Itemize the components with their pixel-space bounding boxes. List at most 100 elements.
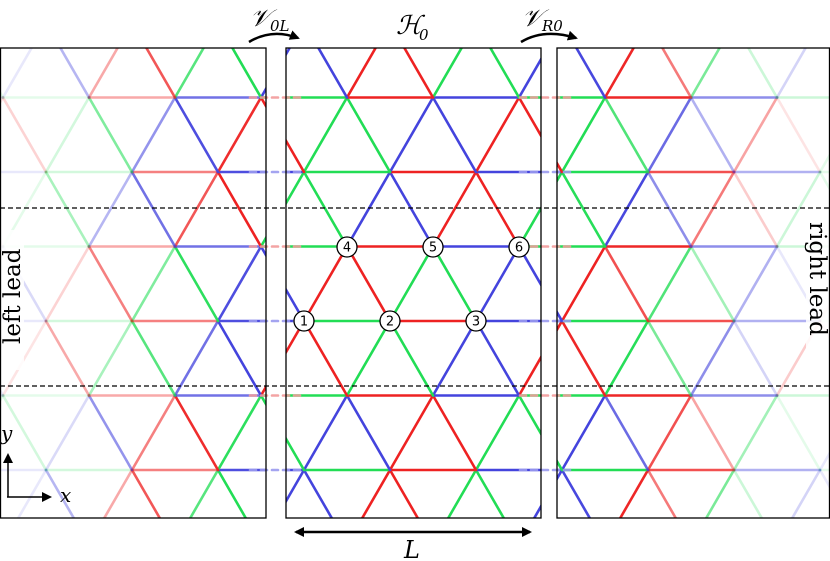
lattice-bond [474,245,521,323]
lattice-bond [646,245,693,323]
svg-text:R0: R0 [541,17,563,35]
site-6-label: 6 [515,241,523,256]
lattice-bond [431,48,464,99]
site-4-label: 4 [343,241,351,256]
lattice-bond [302,394,349,472]
lattice-bond [230,48,263,99]
lattice-bond [286,468,306,504]
lattice-bond [446,468,478,518]
lattice-bond [775,394,822,472]
left-lead-label: left lead [0,248,26,344]
lattice-bond [388,394,435,472]
lattice-bond [433,0,476,23]
lattice-bond [704,468,736,518]
site-3-label: 3 [472,315,480,330]
lattice-bond [574,48,607,99]
lattice-bond [746,48,779,99]
lattice-bond [44,468,76,518]
lattice-bond [360,468,392,518]
lattice-bond [732,468,764,518]
lattice-bond [1,319,48,397]
lattice-bond [818,170,830,192]
svg-text:ℋ: ℋ [396,11,426,41]
right-coupling-label: 𝒱 R0 [522,4,563,35]
lattice-bond [175,0,218,23]
lattice-bond [130,394,177,472]
lattice-bond [286,170,306,206]
lattice-bond [46,0,89,23]
lattice-bond [775,170,822,248]
lattice-bond [689,170,736,248]
lattice-bond [3,0,46,23]
left-lead-lattice [0,0,347,518]
lattice-bond [431,319,478,397]
site-5-marker [422,236,444,258]
lattice-bond [689,245,736,323]
lattice-bond [562,0,605,23]
length-label: L [403,536,420,561]
right-lead-lattice [433,0,830,518]
lattice-bond [476,0,519,23]
lattice-bond [216,319,263,397]
lattice-bond [0,0,3,23]
lattice-bond [87,245,134,323]
lattice-bond [87,319,134,397]
lattice-bond [302,468,334,518]
left-lead-frame [0,47,267,519]
lattice-bond [1,96,48,174]
lattice-bond [646,468,678,518]
lattice-bond [732,170,779,248]
lattice-bond [304,0,347,23]
lattice-bond [732,319,779,397]
lattice-bond [216,96,263,174]
lattice-bond [388,170,435,248]
lattice-bond [474,319,521,397]
site-5-label: 5 [429,241,437,256]
lattice-bond [431,394,478,472]
lattice-bond [402,48,435,99]
lattice-bond [646,394,693,472]
lattice-bond [216,394,263,472]
lattice-bond [388,245,435,323]
lattice-bond [130,468,162,518]
lattice-bond [605,0,648,23]
lattice-bond [560,245,607,323]
lattice-bond [474,96,521,174]
lattice-bond [790,468,822,518]
lattice-bond [431,170,478,248]
lattice-bond [646,170,693,248]
y-axis-label: y [0,421,13,445]
lattice-bond [173,245,220,323]
lattice-bond [689,96,736,174]
x-axis-label: x [60,483,71,507]
central-region-frame [285,47,542,519]
lattice-bond [562,0,605,23]
lattice-bond [660,48,693,99]
site-1-label: 1 [300,315,308,330]
lattice-bond [347,0,390,23]
lattice-bond [173,394,220,472]
lattice-bond [646,319,693,397]
lattice-bond [130,96,177,174]
left-coupling-arrow [248,30,300,44]
lattice-bond [286,436,306,472]
lattice-bond [488,48,521,99]
lattice-bond [560,170,607,248]
lattice-bond [144,48,177,99]
lattice-bond [818,468,830,490]
lattice-bond [476,0,519,23]
lattice-bond [302,170,349,248]
lattice-bond [188,468,220,518]
lattice-bond [130,319,177,397]
right-lead-label: right lead [804,222,830,336]
lattice-bond [734,0,777,23]
lattice-bond [345,394,392,472]
lattice-bond [691,0,734,23]
lattice-bond [173,319,220,397]
svg-text:0L: 0L [270,17,290,35]
lattice-bond [775,96,822,174]
right-coupling-arrow [520,30,578,44]
lattice-bond [132,0,175,23]
svg-text:0: 0 [419,26,429,44]
